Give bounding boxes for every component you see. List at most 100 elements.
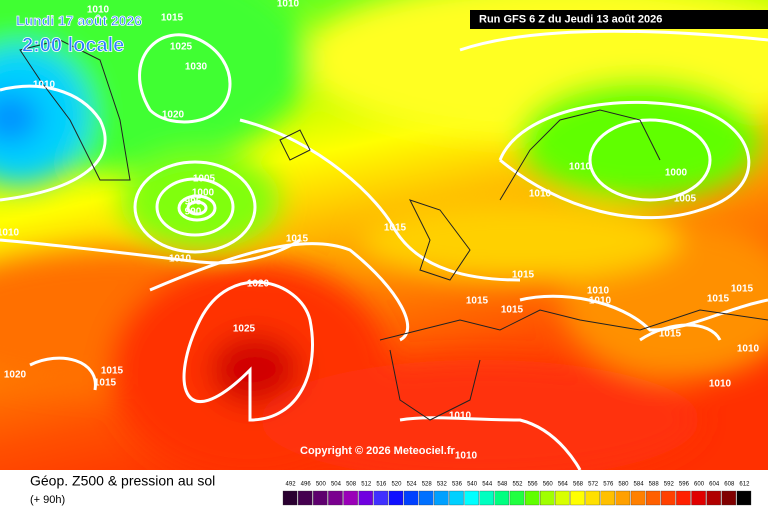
legend-tick-label: 496 [301,482,312,488]
legend-swatch [585,490,600,506]
legend-swatch [540,490,555,506]
isobar-label: 1030 [185,62,208,73]
isobar-label: 1025 [170,42,193,53]
legend-tick-label: 584 [634,482,645,488]
legend-swatch [313,490,328,506]
forecast-date: Lundi 17 août 2026 [16,13,142,29]
legend-tick-label: 580 [618,482,629,488]
legend-swatch [555,490,570,506]
isobar-label: 1015 [731,284,754,295]
isobar-label: 1010 [737,344,760,355]
legend-tick-label: 608 [724,482,735,488]
isobar-label: 1010 [449,411,472,422]
legend-tick-label: 528 [422,482,433,488]
legend-tick-label: 588 [649,482,660,488]
legend-tick-label: 540 [467,482,478,488]
legend-swatch [570,490,585,506]
isobar-label: 1000 [192,188,215,199]
isobar-label: 1015 [512,270,535,281]
legend-swatch [736,490,752,506]
legend-swatch [615,490,631,506]
isobar-label: 995 [185,197,202,208]
color-legend: 492 496 500 504 508 512 516 520 524 528 532 536 540 5… [282,482,752,506]
legend-tick-label: 560 [543,482,554,488]
isobar-label: 1005 [674,194,697,205]
legend-swatch [676,490,691,506]
legend-swatch [509,490,525,506]
legend-swatch [328,490,343,506]
run-info: Run GFS 6 Z du Jeudi 13 août 2026 [479,13,662,25]
isobar-label: 1010 [277,0,300,10]
footer-title: Géop. Z500 & pression au sol [30,473,215,489]
legend-swatch [373,490,389,506]
legend-tick-label: 548 [497,482,508,488]
legend-swatch [282,490,298,506]
isobar-label: 1010 [587,286,610,297]
legend-swatch [419,490,434,506]
legend-swatch [434,490,449,506]
isobar-label: 1010 [569,162,592,173]
isobar-label: 1020 [4,370,27,381]
run-box [470,10,768,29]
legend-swatch [661,490,676,506]
local-time: 2:00 locale [22,34,124,56]
legend-tick-label: 572 [588,482,599,488]
legend-swatch [691,490,706,506]
legend-swatch [358,490,373,506]
isobar-label: 1010 [33,80,56,91]
isobar-label: 1015 [707,294,730,305]
isobar-label: 1010 [87,5,110,16]
isobar-label: 1010 [455,451,478,462]
legend-tick-label: 604 [709,482,720,488]
footer-lead: (+ 90h) [30,494,65,506]
legend-swatch [600,490,615,506]
isobar-label: 1010 [169,254,192,265]
legend-tick-label: 500 [316,482,327,488]
isobar-labels: 1010101510101025103010101020100510009959… [0,0,760,462]
isobar-label: 1015 [501,305,524,316]
isobar-label: 1010 [589,296,612,307]
isobar-label: 1015 [94,378,117,389]
isobar-label: 1020 [247,279,270,290]
isobar-label: 1005 [193,174,216,185]
isobar-label: 1015 [466,296,489,307]
legend-swatch [494,490,510,506]
legend-tick-label: 524 [407,482,418,488]
legend-tick-label: 536 [452,482,463,488]
legend-tick-label: 552 [512,482,523,488]
legend-swatch [645,490,661,506]
legend-tick-label: 556 [528,482,539,488]
legend-swatch [721,490,737,506]
legend-swatch [403,490,419,506]
legend-tick-label: 596 [679,482,690,488]
legend-tick-label: 612 [739,482,750,488]
copyright: Copyright © 2026 Meteociel.fr [300,445,456,457]
legend-tick-label: 516 [376,482,387,488]
isobar-label: 1000 [665,168,688,179]
legend-tick-label: 532 [437,482,448,488]
isobar-label: 1025 [233,324,256,335]
legend-tick-label: 564 [558,482,569,488]
isobar-label: 1015 [161,13,184,24]
legend-swatch [343,490,358,506]
isobar-label: 1010 [709,379,732,390]
coastlines [19,39,768,421]
legend-swatch [297,490,313,506]
isobar-label: 1015 [384,223,407,234]
legend-swatch [449,490,464,506]
legend-swatch [630,490,646,506]
isobar-label: 1010 [0,228,20,239]
map-field [0,0,768,470]
legend-swatch [706,490,721,506]
legend-swatch [464,490,479,506]
legend-tick-label: 600 [694,482,705,488]
isobar-label: 1015 [659,329,682,340]
legend-swatch [388,490,404,506]
legend-tick-label: 592 [664,482,675,488]
legend-swatch [479,490,494,506]
isobar-label: 1015 [286,234,309,245]
legend-tick-label: 504 [331,482,342,488]
legend-tick-label: 520 [391,482,402,488]
isobar-label: 990 [185,207,202,218]
